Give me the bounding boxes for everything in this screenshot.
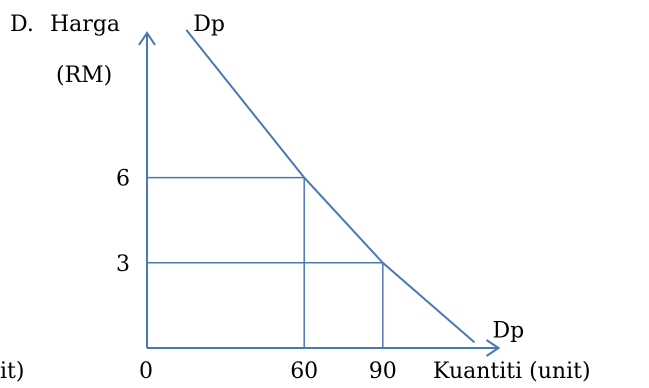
curve-label-top: Dp	[193, 12, 225, 37]
x-axis-label: Kuantiti (unit)	[433, 359, 591, 384]
tick-labels: 6 3 60 90	[116, 167, 397, 384]
origin-label: 0	[139, 359, 153, 384]
question-label: D.	[10, 12, 34, 37]
y-axis-label: Harga	[50, 12, 120, 37]
x-tick-label-0: 60	[290, 359, 318, 384]
cropped-left-text: it)	[0, 359, 24, 384]
x-axis-arrowhead	[485, 339, 501, 357]
axes	[138, 31, 501, 357]
y-axis-arrowhead	[138, 31, 156, 46]
y-tick-label-1: 3	[116, 252, 130, 277]
curve-label-end: Dp	[493, 318, 525, 343]
y-axis-unit: (RM)	[56, 63, 112, 88]
y-tick-label-0: 6	[116, 167, 130, 192]
guide-lines	[147, 176, 384, 348]
labels-group: D. Harga (RM) Kuantiti (unit) it) 0	[0, 12, 591, 384]
x-tick-label-1: 90	[369, 359, 397, 384]
series-group: Dp Dp	[185, 12, 525, 344]
demand-curve-line	[185, 29, 476, 344]
